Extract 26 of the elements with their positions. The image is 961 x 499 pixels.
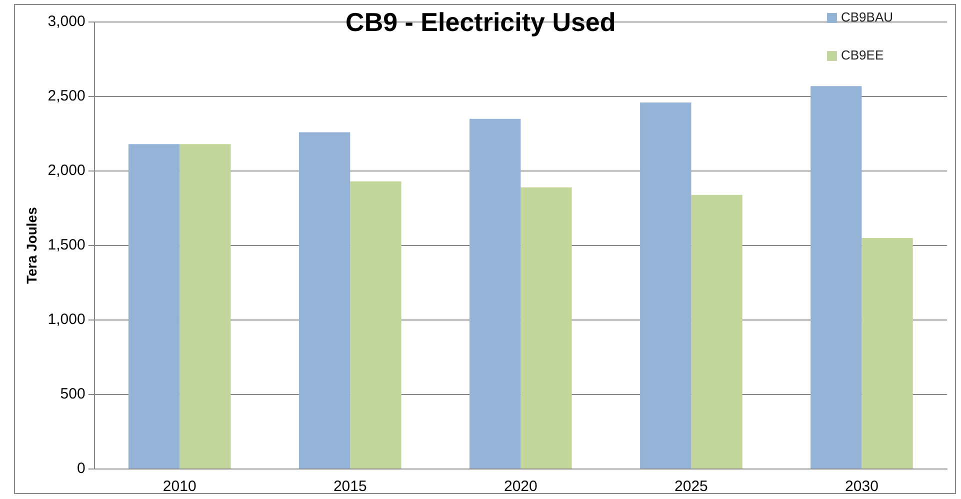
bar [470, 118, 521, 468]
x-tick-label: 2015 [333, 478, 367, 496]
bar [520, 187, 572, 468]
bar [128, 144, 180, 468]
bar [350, 181, 402, 468]
y-tick-label: 2,500 [48, 88, 86, 105]
bar [298, 132, 350, 468]
y-tick-label: 1,500 [48, 236, 86, 254]
y-axis-title: Tera Joules [23, 206, 40, 284]
bar [640, 102, 692, 468]
legend-label: CB9BAU [841, 10, 894, 25]
y-tick-label: 0 [76, 460, 86, 478]
legend-label: CB9EE [841, 48, 884, 63]
bar [691, 194, 742, 468]
x-tick-label: 2025 [674, 478, 708, 496]
x-tick-label: 2020 [504, 478, 538, 496]
y-tick-label: 500 [60, 386, 86, 403]
y-tick-label: 2,000 [48, 162, 86, 180]
y-tick-label: 1,000 [48, 311, 86, 328]
chart-title: CB9 - Electricity Used [346, 7, 616, 38]
x-tick-label: 2030 [845, 478, 878, 496]
bar [810, 86, 862, 468]
bar [862, 238, 913, 468]
x-tick-label: 2010 [162, 478, 196, 496]
bar [180, 144, 231, 468]
y-tick-label: 3,000 [48, 13, 86, 30]
